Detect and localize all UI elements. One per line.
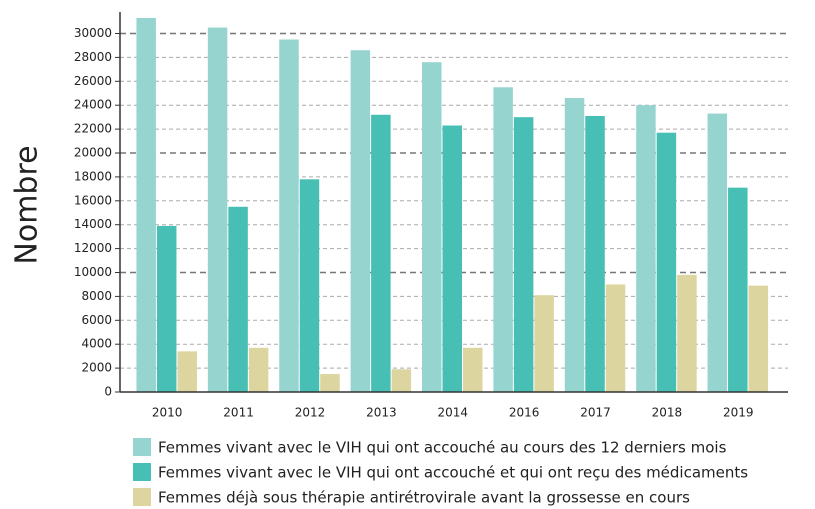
legend-label: Femmes vivant avec le VIH qui ont accouc… [158, 464, 748, 482]
bar [156, 225, 177, 392]
legend-swatch [133, 438, 151, 456]
bar [207, 27, 228, 392]
legend-swatch [133, 463, 151, 481]
y-tick-label: 4000 [81, 337, 112, 351]
bar [320, 374, 340, 392]
y-tick-label: 8000 [81, 289, 112, 303]
bar [564, 98, 585, 393]
bar [585, 115, 605, 392]
x-tick-label: 2013 [366, 406, 397, 420]
x-tick-label: 2016 [509, 406, 540, 420]
bar [513, 117, 534, 393]
bar [391, 369, 412, 392]
y-tick-label: 20000 [74, 146, 112, 160]
bar [636, 105, 656, 392]
bar [177, 351, 197, 392]
y-tick-label: 16000 [74, 193, 112, 207]
bar [442, 125, 462, 393]
bar [299, 179, 320, 392]
bar [493, 87, 513, 392]
legend-label: Femmes vivant avec le VIH qui ont accouc… [158, 439, 727, 457]
y-tick-label: 30000 [74, 26, 112, 40]
y-tick-label: 22000 [74, 122, 112, 136]
bar [534, 295, 554, 392]
x-tick-label: 2011 [223, 406, 254, 420]
y-tick-label: 24000 [74, 98, 112, 112]
bar [371, 114, 391, 392]
x-tick-label: 2012 [295, 406, 326, 420]
y-tick-label: 12000 [74, 241, 112, 255]
x-tick-label: 2017 [580, 406, 611, 420]
y-tick-label: 6000 [81, 313, 112, 327]
bar [248, 347, 269, 392]
y-tick-label: 2000 [81, 361, 112, 375]
bar [279, 39, 299, 392]
bar [463, 347, 483, 392]
bar [422, 62, 442, 392]
y-tick-label: 10000 [74, 265, 112, 279]
bar [656, 132, 677, 392]
x-tick-label: 2014 [437, 406, 468, 420]
bar [605, 284, 626, 392]
bar [748, 285, 769, 392]
x-tick-label: 2010 [152, 406, 183, 420]
y-tick-label: 28000 [74, 50, 112, 64]
legend-swatch [133, 488, 151, 506]
bar [707, 113, 728, 392]
bar [136, 17, 156, 392]
x-tick-label: 2019 [723, 406, 754, 420]
y-tick-label: 14000 [74, 217, 112, 231]
y-axis-label: Nombre [10, 145, 45, 264]
y-tick-label: 26000 [74, 74, 112, 88]
bar [728, 187, 748, 392]
legend-label: Femmes déjà sous thérapie antirétroviral… [158, 489, 690, 507]
bar [677, 274, 697, 392]
y-tick-label: 0 [104, 385, 112, 399]
y-tick-label: 18000 [74, 169, 112, 183]
bar [228, 206, 248, 392]
x-tick-label: 2018 [652, 406, 683, 420]
bar [350, 50, 371, 393]
